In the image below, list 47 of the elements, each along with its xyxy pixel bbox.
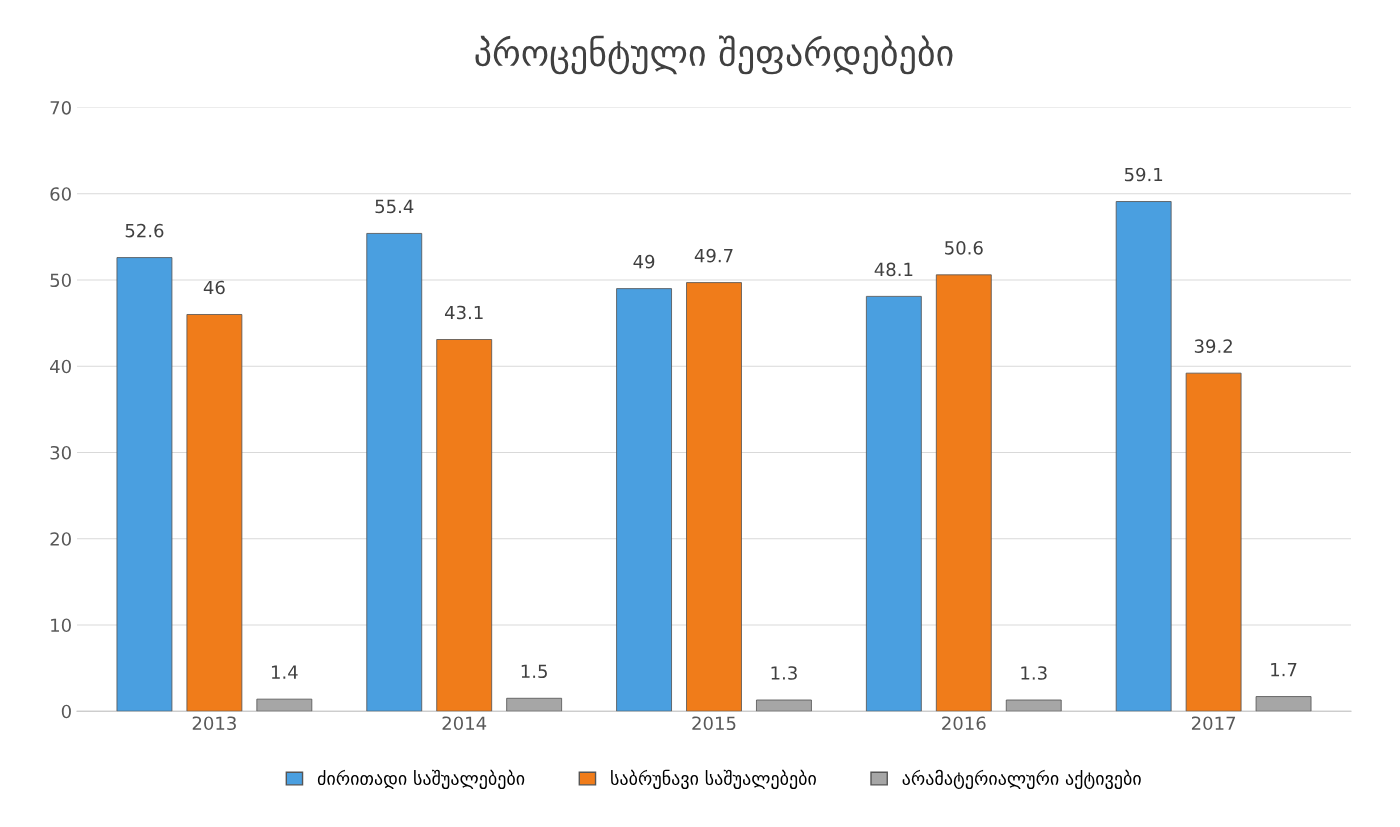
- bar: [1255, 696, 1312, 712]
- x-tick-label: 2014: [442, 716, 487, 731]
- y-tick-label: 20: [50, 532, 71, 546]
- bar: [366, 233, 423, 712]
- data-label: 1.4: [271, 665, 298, 679]
- bar: [1185, 372, 1242, 712]
- y-tick-label: 10: [51, 618, 71, 633]
- data-label: 48.1: [874, 262, 913, 277]
- bar: [865, 295, 922, 712]
- data-label: 46: [203, 280, 225, 295]
- data-label: 59.1: [1124, 167, 1163, 182]
- bar: [436, 339, 493, 712]
- bar: [256, 698, 313, 712]
- bar: [116, 257, 173, 712]
- y-tick-label: 30: [50, 445, 71, 460]
- y-tick-label: 70: [50, 100, 71, 115]
- chart-title: პროცენტული შეფარდებები: [475, 35, 953, 75]
- data-label: 1.5: [521, 664, 547, 679]
- bar: [506, 697, 563, 712]
- bar: [686, 282, 742, 712]
- data-label: 49: [633, 254, 655, 269]
- y-tick-label: 50: [50, 273, 71, 288]
- data-label: 49.7: [694, 248, 733, 263]
- data-label: 1.7: [1271, 662, 1297, 677]
- legend-label: არამატერიალური აქტივები: [902, 769, 1141, 790]
- x-tick-label: 2016: [942, 716, 986, 731]
- legend-label: საბრუნავი საშუალებები: [611, 769, 816, 790]
- data-label: 39.2: [1194, 339, 1232, 353]
- x-tick-label: 2017: [1191, 716, 1236, 731]
- y-tick-label: 40: [50, 359, 71, 374]
- bar: [756, 699, 812, 712]
- data-label: 1.3: [771, 666, 797, 680]
- data-label: 55.4: [375, 199, 414, 214]
- y-tick-label: 0: [61, 704, 71, 719]
- bar: [186, 314, 243, 712]
- data-label: 52.6: [125, 223, 164, 238]
- y-tick-label: 60: [50, 187, 71, 201]
- bar: [616, 288, 672, 712]
- bar: [1115, 201, 1172, 712]
- data-label: 43.1: [444, 305, 483, 320]
- data-label: 50.6: [945, 241, 983, 255]
- legend-label: ძირითადი საშუალებები: [317, 769, 525, 790]
- bar: [935, 274, 992, 712]
- x-tick-label: 2013: [192, 716, 236, 731]
- data-label: 1.3: [1021, 666, 1047, 680]
- bar: [1005, 699, 1062, 712]
- x-tick-label: 2015: [692, 716, 736, 731]
